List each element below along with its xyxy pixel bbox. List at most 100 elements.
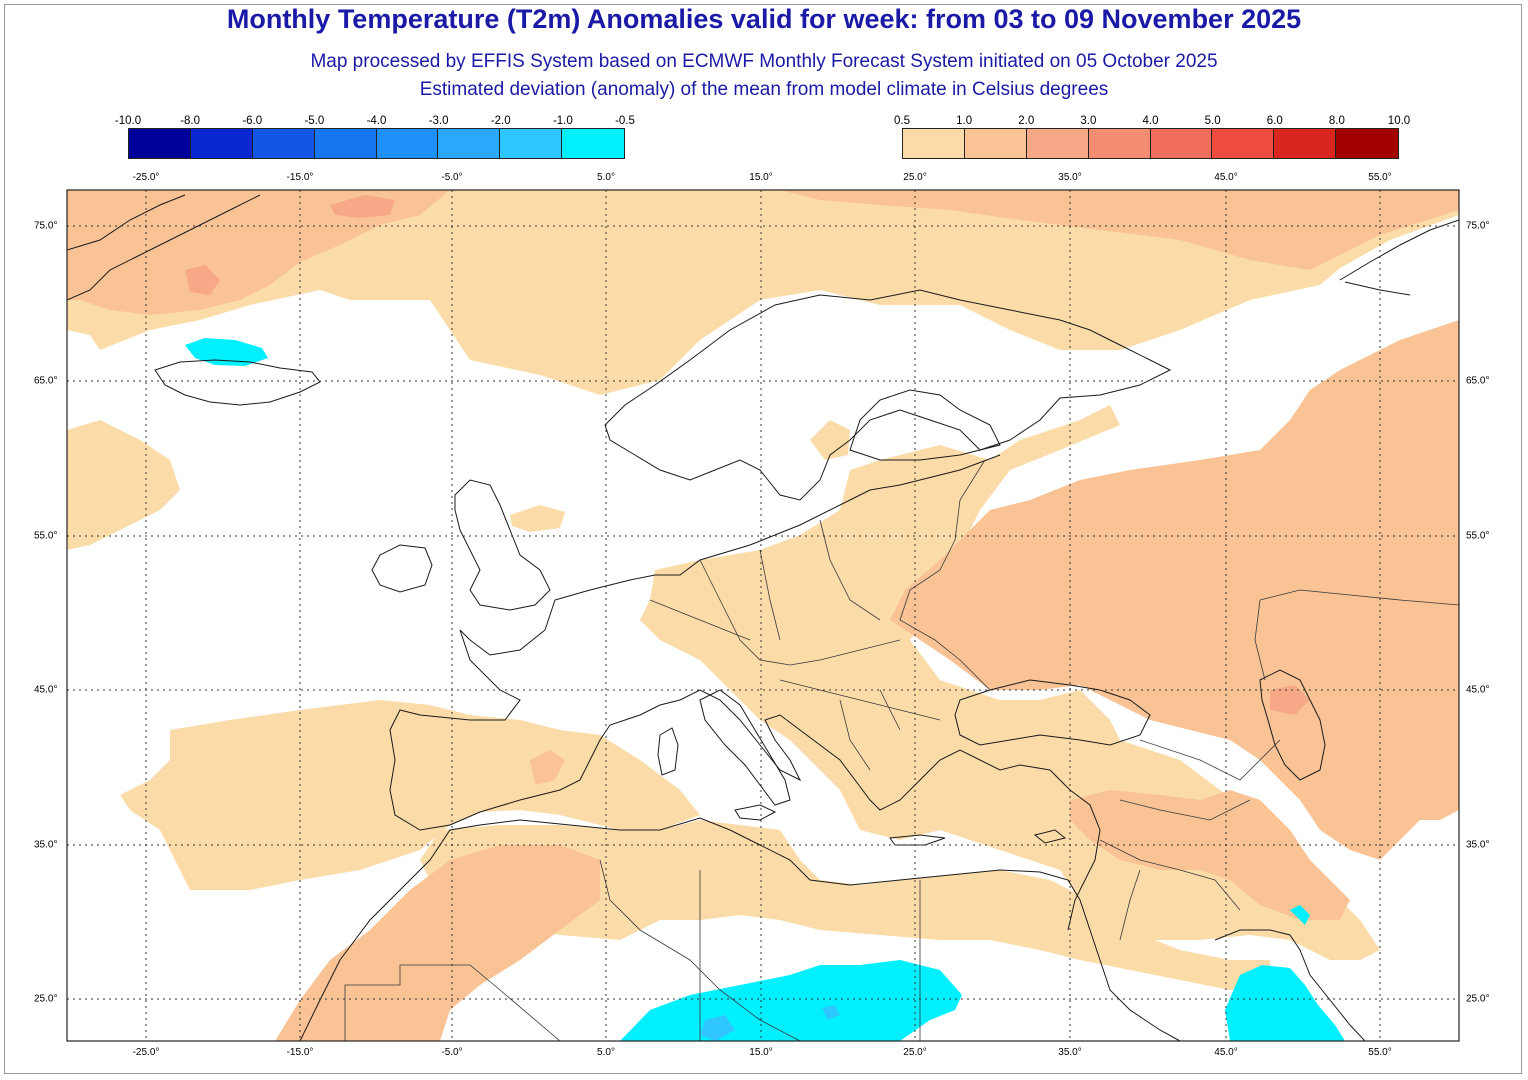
- border-central-europe: [649, 519, 901, 666]
- positive-colorbar-cell: [1088, 129, 1151, 158]
- negative-colorbar-label: -1.0: [552, 115, 573, 127]
- positive-colorbar-label: 1.0: [956, 115, 973, 127]
- anomaly-area-north-atlantic: [67, 190, 1459, 395]
- latitude-label: 65.0°: [1466, 375, 1490, 387]
- latitude-label: 75.0°: [1466, 220, 1490, 232]
- colorbar-positive: [902, 128, 1399, 159]
- coastline-crete: [889, 834, 946, 846]
- negative-colorbar-label: -8.0: [180, 115, 201, 127]
- anomaly-area-barents: [780, 190, 1459, 270]
- positive-colorbar-cell: [903, 129, 965, 158]
- positive-colorbar-label: 6.0: [1266, 115, 1283, 127]
- longitude-label: 15.0°: [749, 172, 773, 183]
- longitude-label: -15.0°: [286, 172, 314, 183]
- anomaly-layer-1.0-2.0: [67, 190, 1459, 1041]
- figure-frame: [4, 4, 1522, 1074]
- anomaly-area-bothnia: [810, 420, 850, 460]
- positive-colorbar-cell: [1150, 129, 1213, 158]
- coastline-caspian: [1259, 669, 1326, 781]
- positive-colorbar-label: 3.0: [1080, 115, 1097, 127]
- negative-colorbar-cell: [562, 129, 624, 158]
- longitude-label: -5.0°: [441, 1047, 463, 1058]
- anomaly-area-middle-east: [1070, 790, 1350, 920]
- latitude-label: 45.0°: [1466, 684, 1490, 696]
- anomaly-layer-2.0-3.0: [185, 195, 1310, 715]
- border-turkey-east: [1119, 739, 1281, 821]
- longitude-label: 5.0°: [597, 172, 615, 183]
- coastline-sardinia-corsica: [657, 727, 679, 776]
- coastline-italy: [699, 689, 791, 806]
- negative-colorbar-label: -3.0: [428, 115, 449, 127]
- coastline-iceland: [154, 359, 321, 406]
- positive-colorbar-cell: [1026, 129, 1089, 158]
- map-subtitle-units: Estimated deviation (anomaly) of the mea…: [419, 79, 1109, 100]
- anomaly-area-iceland-cold: [185, 338, 268, 366]
- negative-colorbar-label: -0.5: [615, 115, 635, 127]
- latitude-label: 35.0°: [1466, 839, 1490, 851]
- longitude-label: 25.0°: [903, 1047, 927, 1058]
- border-sahara: [344, 859, 921, 1041]
- coastline-black-sea: [954, 679, 1151, 746]
- longitude-label: 55.0°: [1368, 1047, 1392, 1058]
- coastline-great-britain: [454, 479, 551, 611]
- coastline-arabia-gulf: [1214, 929, 1366, 1041]
- anomaly-area-greenland-sea-core: [330, 195, 395, 218]
- latitude-label: 45.0°: [34, 684, 58, 696]
- longitude-label: 45.0°: [1214, 1047, 1238, 1058]
- coastline-sicily: [734, 804, 777, 821]
- positive-colorbar-label: 8.0: [1328, 115, 1345, 127]
- longitude-label: 35.0°: [1058, 1047, 1082, 1058]
- negative-colorbar-label: -2.0: [490, 115, 511, 127]
- anomaly-layer-negative-deep: [700, 1005, 840, 1041]
- anomaly-area-iberia-east: [530, 750, 565, 785]
- anomaly-area-greenland-core: [185, 265, 220, 295]
- longitude-label: 55.0°: [1368, 172, 1392, 183]
- coastline-north-africa: [299, 817, 1181, 1041]
- anomaly-area-arabia-cold: [1225, 965, 1345, 1041]
- anomaly-area-caspian-core: [1270, 685, 1310, 715]
- anomaly-area-iberia-atlantic: [120, 700, 700, 890]
- longitude-label: 5.0°: [597, 1047, 615, 1058]
- coastline-baltic-finland: [849, 389, 1001, 461]
- longitude-label: -25.0°: [132, 1047, 160, 1058]
- anomaly-area-sahara-cold-core-2: [822, 1005, 840, 1020]
- positive-colorbar-cell: [964, 129, 1027, 158]
- longitude-label: 15.0°: [749, 1047, 773, 1058]
- negative-colorbar-cell: [252, 129, 315, 158]
- anomaly-area-russia: [890, 320, 1459, 860]
- longitude-label: 45.0°: [1214, 172, 1238, 183]
- map-border: [66, 189, 1460, 1042]
- positive-colorbar-cell: [1274, 129, 1337, 158]
- longitude-label: 35.0°: [1058, 172, 1082, 183]
- longitude-label: -5.0°: [441, 172, 463, 183]
- positive-colorbar-cell: [1212, 129, 1275, 158]
- positive-colorbar-cell: [1336, 129, 1398, 158]
- latitude-label: 55.0°: [1466, 530, 1490, 542]
- latitude-label: 25.0°: [1466, 993, 1490, 1005]
- colorbar-negative: [128, 128, 625, 159]
- negative-colorbar-cell: [129, 129, 191, 158]
- latitude-label: 25.0°: [34, 993, 58, 1005]
- coastline-greenland: [67, 194, 261, 301]
- longitude-label: -25.0°: [132, 172, 160, 183]
- positive-colorbar-label: 4.0: [1142, 115, 1159, 127]
- map-subtitle-processing: Map processed by EFFIS System based on E…: [310, 51, 1218, 72]
- latitude-label: 75.0°: [34, 220, 58, 232]
- latitude-label: 65.0°: [34, 375, 58, 387]
- negative-colorbar-cell: [500, 129, 563, 158]
- anomaly-layer-0.5-1.0: [67, 190, 1459, 990]
- positive-colorbar-label: 2.0: [1018, 115, 1035, 127]
- graticule: [67, 190, 1459, 1041]
- negative-colorbar-label: -5.0: [304, 115, 325, 127]
- anomaly-area-north-africa: [420, 820, 1270, 990]
- positive-colorbar-label: 0.5: [894, 115, 910, 127]
- longitude-label: -15.0°: [286, 1047, 314, 1058]
- coastline-ireland: [371, 544, 433, 593]
- negative-colorbar-label: -10.0: [114, 115, 142, 127]
- coastlines: [67, 194, 1459, 1041]
- country-borders: [344, 459, 1459, 1041]
- anomaly-area-gulf-cold: [1290, 905, 1310, 925]
- border-balkans: [779, 679, 941, 771]
- coastline-cyprus: [1033, 829, 1067, 844]
